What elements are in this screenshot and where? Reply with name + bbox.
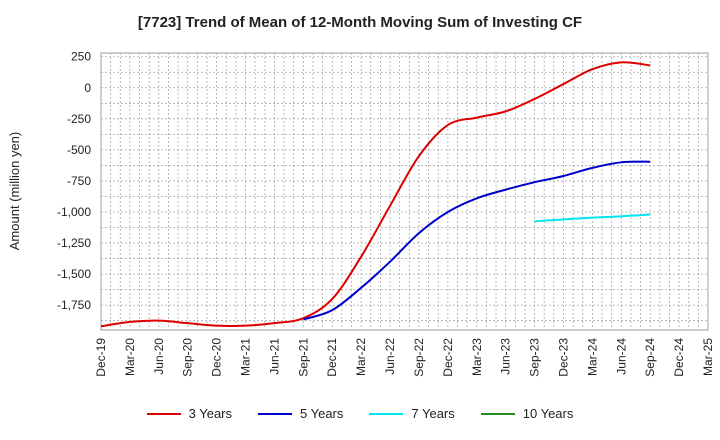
x-tick-label: Mar-21 [239,338,253,376]
x-tick-label: Sep-22 [412,338,426,377]
x-tick-label: Dec-20 [210,338,224,377]
x-tick-label: Jun-20 [152,338,166,375]
x-tick-label: Jun-23 [499,338,513,375]
chart-title: [7723] Trend of Mean of 12-Month Moving … [137,14,583,31]
grid [100,52,709,331]
series-line-3-years [100,61,651,328]
x-tick-label: Jun-22 [383,338,397,375]
y-tick-label: -1,000 [57,205,91,219]
legend-label: 3 Years [188,406,232,421]
y-tick-label: -1,500 [57,267,91,281]
legend-swatch [369,412,404,415]
legend-swatch [480,412,515,415]
legend-swatch [258,412,292,415]
series-line-7-years [534,213,651,223]
legend-item-5-years: 5 Years [258,406,343,421]
series-line-5-years [303,160,651,321]
y-tick-label: -750 [67,174,91,188]
y-tick-label: 250 [71,50,91,64]
legend: 3 Years 5 Years 7 Years 10 Years [0,406,720,421]
x-tick-label: Dec-22 [441,338,455,377]
y-tick-label: -1,750 [57,298,91,312]
legend-item-3-years: 3 Years [146,406,232,421]
x-tick-label: Dec-21 [325,338,339,377]
y-tick-label: 0 [84,81,91,95]
x-tick-label: Sep-21 [296,338,310,377]
legend-label: 7 Years [411,406,455,421]
x-tick-label: Mar-25 [701,338,715,376]
x-tick-label: Jun-24 [614,338,628,375]
legend-label: 10 Years [522,406,574,421]
x-tick-label: Mar-24 [585,338,599,376]
series-layer [100,61,651,328]
x-tick-label: Jun-21 [267,338,281,375]
x-tick-label: Dec-24 [672,338,686,377]
y-axis-label: Amount (million yen) [7,132,22,251]
x-tick-label: Mar-20 [123,338,137,376]
legend-label: 5 Years [300,406,344,421]
legend-swatch [146,412,181,415]
x-tick-label: Sep-24 [643,338,657,377]
x-tick-label: Sep-20 [181,338,195,377]
x-tick-label: Dec-19 [94,338,108,377]
legend-item-7-years: 7 Years [369,406,455,421]
x-tick-label: Mar-22 [354,338,368,376]
axes: 250 0 -250 -500 -750 -1,000 -1,250 -1,500 -1,750… [57,50,715,377]
y-tick-label: -250 [67,112,91,126]
x-tick-label: Dec-23 [556,338,570,377]
y-tick-label: -1,250 [57,236,91,250]
x-tick-label: Mar-23 [470,338,484,376]
legend-item-10-years: 10 Years [480,406,574,421]
y-tick-label: -500 [67,143,91,157]
plot-frame [100,52,709,331]
x-tick-label: Sep-23 [528,338,542,377]
